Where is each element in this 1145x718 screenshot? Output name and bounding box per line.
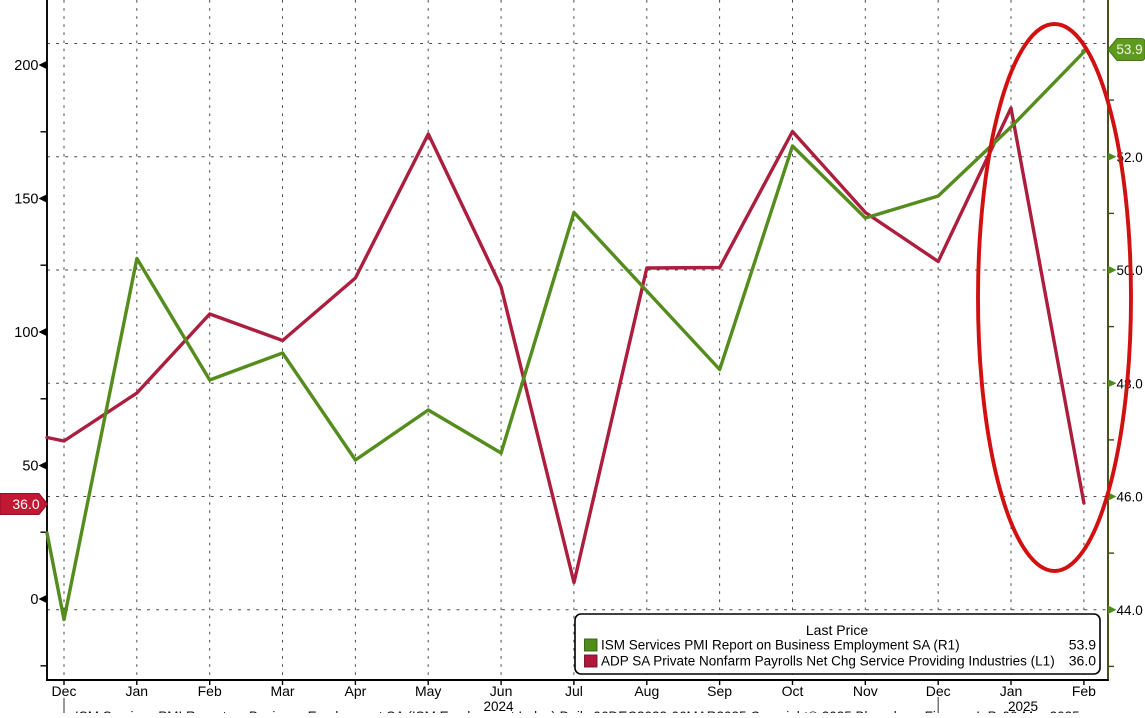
svg-text:Dec: Dec bbox=[52, 683, 77, 699]
svg-text:Nov: Nov bbox=[853, 683, 878, 699]
svg-text:ADP SA Private Nonfarm Payroll: ADP SA Private Nonfarm Payrolls Net Chg … bbox=[601, 654, 1055, 669]
svg-text:44.0: 44.0 bbox=[1117, 603, 1143, 618]
svg-text:Aug: Aug bbox=[634, 683, 659, 699]
svg-text:Sep: Sep bbox=[707, 683, 732, 699]
svg-text:53.9: 53.9 bbox=[1069, 637, 1096, 653]
svg-text:46.0: 46.0 bbox=[1117, 490, 1143, 505]
svg-text:48.0: 48.0 bbox=[1117, 376, 1143, 391]
svg-text:Apr: Apr bbox=[345, 683, 367, 699]
svg-text:Jun: Jun bbox=[490, 683, 513, 699]
svg-text:2024: 2024 bbox=[483, 699, 514, 713]
svg-text:150: 150 bbox=[14, 192, 38, 208]
svg-text:Oct: Oct bbox=[782, 683, 804, 699]
svg-text:Mar: Mar bbox=[270, 683, 294, 699]
svg-text:Dec: Dec bbox=[926, 683, 951, 699]
svg-text:36.0: 36.0 bbox=[12, 496, 39, 512]
svg-text:Jan: Jan bbox=[1000, 683, 1023, 699]
svg-text:ISM Services PMI Report on Bus: ISM Services PMI Report on Business Empl… bbox=[75, 709, 1080, 713]
svg-text:Jul: Jul bbox=[565, 683, 583, 699]
svg-text:May: May bbox=[415, 683, 441, 699]
svg-text:100: 100 bbox=[14, 325, 38, 341]
svg-text:Last Price: Last Price bbox=[806, 622, 868, 638]
svg-text:200: 200 bbox=[14, 58, 38, 74]
svg-text:Jan: Jan bbox=[126, 683, 149, 699]
svg-text:53.9: 53.9 bbox=[1116, 42, 1142, 57]
svg-text:52.0: 52.0 bbox=[1117, 150, 1143, 165]
svg-text:Feb: Feb bbox=[198, 683, 222, 699]
svg-text:2025: 2025 bbox=[1008, 699, 1038, 713]
svg-text:0: 0 bbox=[30, 592, 38, 608]
svg-text:ISM Services PMI Report on Bus: ISM Services PMI Report on Business Empl… bbox=[601, 638, 960, 653]
svg-text:50: 50 bbox=[22, 459, 38, 475]
svg-text:Feb: Feb bbox=[1072, 683, 1096, 699]
svg-text:36.0: 36.0 bbox=[1069, 653, 1096, 669]
